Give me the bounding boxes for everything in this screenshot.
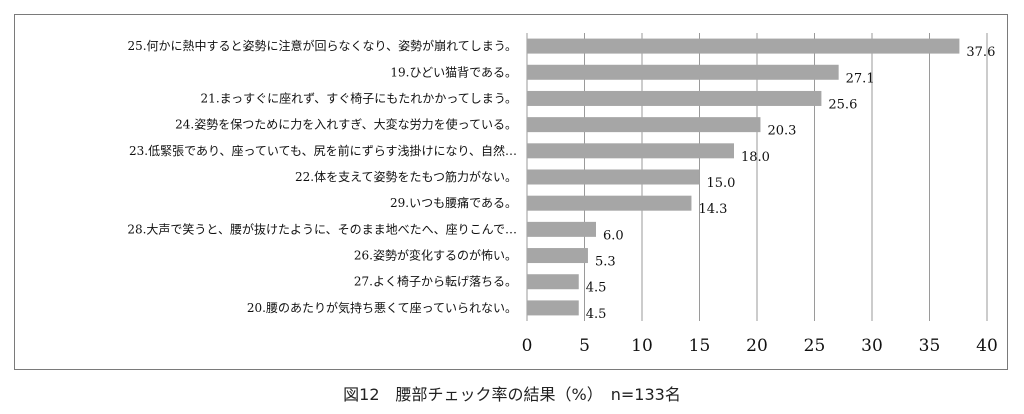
grid-lines (526, 33, 988, 321)
figure-caption: 図12 腰部チェック率の結果（%） n=133名 (343, 385, 681, 404)
value-label: 15.0 (707, 176, 736, 191)
category-label: 26.姿勢が変化するのが怖い。 (354, 248, 517, 263)
category-label: 20.腰のあたりが気持ち悪くて座っていられない。 (247, 300, 517, 315)
category-label: 23.低緊張であり、座っていても、尻を前にずらす浅掛けになり、自然… (129, 143, 517, 158)
bar-chart: 25.何かに熱中すると姿勢に注意が回らなくなり、姿勢が崩れてしまう。 19.ひどい… (127, 33, 998, 356)
x-tick-label: 30 (861, 336, 883, 356)
category-label: 25.何かに熱中すると姿勢に注意が回らなくなり、姿勢が崩れてしまう。 (127, 38, 517, 53)
bar (527, 274, 579, 290)
category-label: 27.よく椅子から転げ落ちる。 (354, 275, 517, 289)
category-label: 19.ひどい猫背である。 (390, 65, 517, 79)
category-label: 28.大声で笑うと、腰が抜けたように、そのまま地べたへ、座りこんで… (127, 221, 517, 236)
value-label: 25.6 (828, 97, 857, 112)
value-label: 18.0 (741, 150, 770, 165)
bars (527, 38, 960, 316)
value-labels: 37.6 27.1 25.6 20.3 18.0 15.0 14.3 6.0 5.3 4.5 4.5 (586, 45, 996, 322)
value-label: 20.3 (767, 124, 796, 139)
bar (527, 90, 822, 106)
bar (527, 169, 700, 185)
value-label: 14.3 (698, 202, 727, 217)
bar (527, 248, 588, 264)
category-label: 22.体を支えて姿勢をたもつ筋力がない。 (295, 169, 517, 184)
bar (527, 64, 839, 80)
chart-frame: 25.何かに熱中すると姿勢に注意が回らなくなり、姿勢が崩れてしまう。 19.ひどい… (14, 14, 1008, 370)
category-label: 24.姿勢を保つために力を入れすぎ、大変な労力を使っている。 (175, 117, 517, 132)
bar (527, 143, 734, 159)
x-tick-labels: 0 5 10 15 20 25 30 35 40 (522, 336, 998, 356)
x-tick-label: 40 (976, 336, 998, 356)
value-label: 4.5 (586, 307, 607, 322)
value-label: 4.5 (586, 281, 607, 296)
x-tick-label: 35 (919, 336, 941, 356)
x-tick-label: 25 (804, 336, 826, 356)
bar (527, 195, 692, 211)
bar (527, 117, 761, 133)
category-labels: 25.何かに熱中すると姿勢に注意が回らなくなり、姿勢が崩れてしまう。 19.ひどい… (127, 38, 517, 315)
x-tick-label: 15 (689, 336, 711, 356)
category-label: 29.いつも腰痛である。 (390, 195, 517, 210)
value-label: 37.6 (966, 45, 995, 60)
x-tick-label: 5 (579, 336, 590, 356)
x-tick-label: 20 (746, 336, 768, 356)
bar (527, 300, 579, 316)
bar (527, 221, 596, 237)
x-tick-label: 10 (631, 336, 653, 356)
value-label: 5.3 (595, 255, 616, 270)
category-label: 21.まっすぐに座れず、すぐ椅子にもたれかかってしまう。 (201, 90, 517, 105)
x-tick-label: 0 (522, 336, 533, 356)
bar (527, 38, 960, 54)
value-label: 27.1 (846, 71, 875, 86)
value-label: 6.0 (603, 228, 624, 243)
